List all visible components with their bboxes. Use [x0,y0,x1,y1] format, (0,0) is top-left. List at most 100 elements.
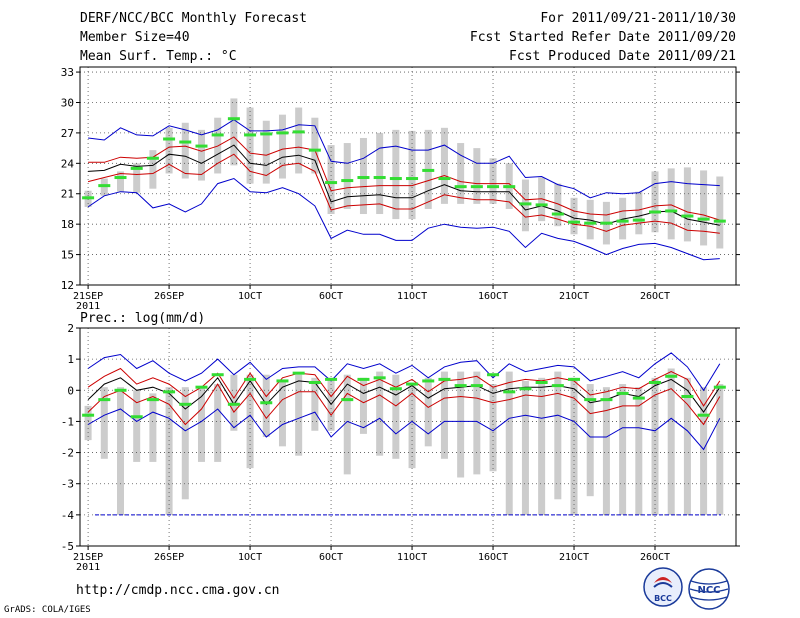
temperature-ytick-label: 30 [61,96,74,109]
precipitation-observed-marker [179,402,192,406]
precipitation-range-box [262,374,270,437]
precipitation-ytick-label: -2 [61,447,74,460]
temperature-observed-marker [130,166,143,170]
precipitation-range-box [359,377,367,434]
temperature-xtick-label: 16OCT [478,291,508,302]
precipitation-observed-marker [600,398,613,402]
temperature-ytick-label: 33 [61,66,74,79]
precipitation-range-box [586,384,594,497]
precipitation-observed-marker [503,390,516,394]
temperature-observed-marker [568,220,581,224]
temperature-panel: 12 15 18 21 24 27 30 33 21SEP 26SEP 1OCT 6OCT 11OCT 1… [61,66,740,312]
precipitation-panel: -5 -4 -3 -2 -1 0 1 2 21SEP 26SEP 1OCT 6OCT 11OCT 16OC… [61,311,740,573]
precipitation-range-box [716,384,724,515]
precipitation-range-box [408,384,416,469]
temperature-range-box [149,150,157,189]
temperature-range-box [408,130,416,220]
precipitation-observed-marker [665,374,678,378]
temperature-observed-marker [665,209,678,213]
temperature-observed-marker [211,133,224,137]
precipitation-range-box [505,371,513,515]
temperature-observed-marker [292,130,305,134]
temperature-range-box [133,163,141,193]
precipitation-ytick-label: -5 [61,540,74,553]
bcc-logo-text: BCC [654,594,672,603]
precipitation-observed-marker [487,373,500,377]
precipitation-range-box [457,371,465,478]
precipitation-range-box [554,371,562,500]
temperature-range-box [651,171,659,233]
temperature-observed-marker [584,221,597,225]
temperature-xtick-label: 26SEP [154,291,184,302]
precipitation-observed-marker [373,376,386,380]
website-url[interactable]: http://cmdp.ncc.cma.gov.cn [76,583,280,598]
precipitation-range-box [602,387,610,515]
temperature-xtick-label: 21SEP [73,291,103,302]
precipitation-ytick-label: 2 [67,322,74,335]
temperature-range-box [165,127,173,174]
precipitation-xtick-label: 21SEP [73,552,103,563]
precipitation-observed-marker [244,377,257,381]
temperature-observed-marker [244,133,257,137]
chart-title: DERF/NCC/BCC Monthly Forecast [80,11,307,26]
precipitation-range-box [667,368,675,515]
temperature-range-box [683,167,691,242]
precipitation-observed-marker [697,413,710,417]
precipitation-range-box [197,387,205,462]
temperature-range-box [100,178,108,196]
temperature-observed-marker [163,137,176,141]
precipitation-observed-marker [325,377,338,381]
precipitation-observed-marker [470,384,483,388]
member-size: Member Size=40 [80,30,190,45]
temperature-observed-marker [373,176,386,180]
temperature-observed-marker [713,219,726,223]
precipitation-title: Prec.: log(mm/d) [80,311,205,326]
temperature-xtick-label: 6OCT [319,291,343,302]
precipitation-xtick-label: 26OCT [640,552,670,563]
precipitation-xtick-label: 6OCT [319,552,343,563]
temperature-observed-marker [82,196,95,200]
precipitation-ytick-label: -1 [61,415,74,428]
temperature-series-lower [87,153,720,234]
precipitation-series-mean [87,376,721,413]
precipitation-range-box [230,374,238,431]
temperature-xtick-label: 26OCT [640,291,670,302]
precipitation-observed-marker [713,385,726,389]
temperature-observed-marker [649,210,662,214]
precipitation-range-box [116,387,124,515]
temperature-ytick-label: 27 [61,127,74,140]
precipitation-observed-marker [292,371,305,375]
temperature-observed-marker [438,177,451,181]
temperature-observed-marker [422,168,435,172]
temperature-observed-marker [535,203,548,207]
precipitation-range-box [343,374,351,475]
temperature-range-box [295,107,303,174]
temperature-range-box [311,117,319,174]
precipitation-range-box [489,384,497,472]
temperature-observed-marker [600,221,613,225]
grads-credit: GrADS: COLA/IGES [4,605,91,615]
temperature-observed-marker [697,217,710,221]
temperature-observed-marker [325,181,338,185]
temperature-range-box [359,137,367,215]
precipitation-range-box [149,393,157,462]
precipitation-xtick-label: 26SEP [154,552,184,563]
temperature-observed-marker [114,176,127,180]
precipitation-observed-marker [211,373,224,377]
precipitation-observed-marker [341,398,354,402]
precipitation-range-box [165,387,173,515]
precipitation-year-label: 2011 [76,562,100,573]
precipitation-range-box [376,371,384,456]
precipitation-range-box [392,374,400,459]
temperature-range-box [278,114,286,179]
precipitation-range-box [651,377,659,515]
temperature-ytick-label: 12 [61,279,74,292]
temperature-observed-marker [341,179,354,183]
precipitation-observed-marker [389,387,402,391]
precipitation-xtick-label: 16OCT [478,552,508,563]
temperature-series-upper [88,136,720,221]
temperature-observed-marker [503,185,516,189]
temperature-range-box [343,143,351,209]
precipitation-range-box [181,387,189,500]
